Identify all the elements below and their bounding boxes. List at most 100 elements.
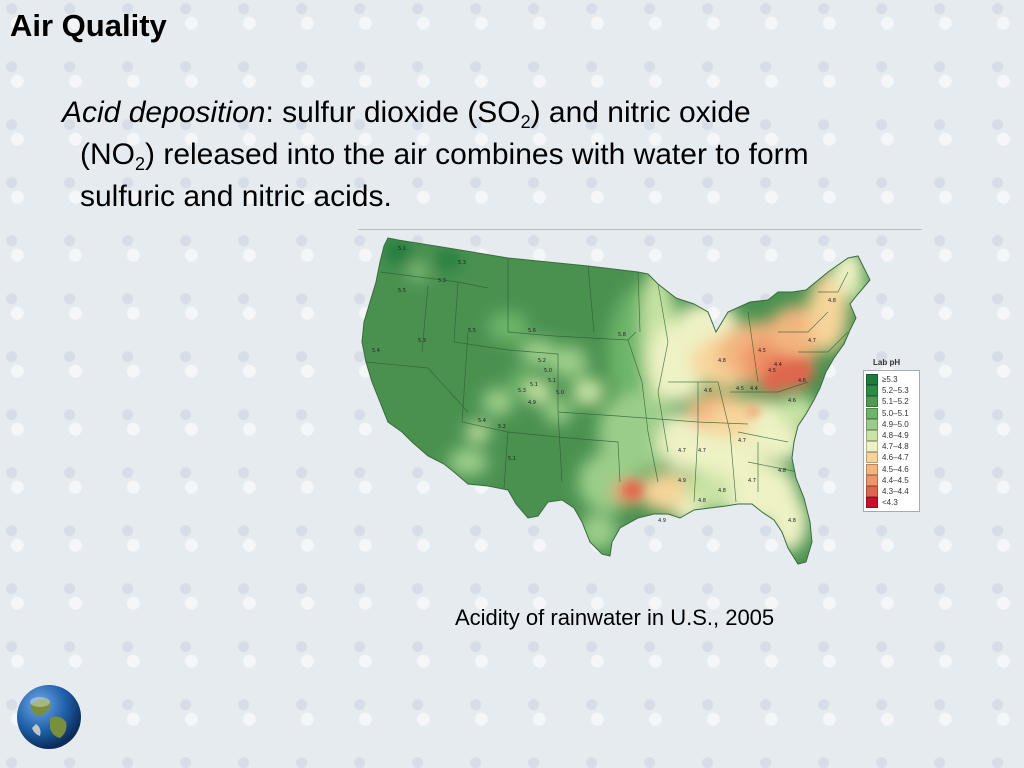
legend-label: 5.1–5.2 xyxy=(882,397,909,407)
state-boundary xyxy=(365,361,469,413)
ph-contour-region xyxy=(520,338,556,366)
station-value-label: 5.1 xyxy=(398,246,406,252)
ph-contour-region xyxy=(848,282,868,302)
station-value-label: 4.9 xyxy=(658,518,666,524)
ph-contour-region xyxy=(448,448,488,476)
legend-swatch xyxy=(866,418,878,430)
slide-title: Air Quality xyxy=(10,8,167,43)
station-value-label: 4.8 xyxy=(788,518,796,524)
station-value-label: 5.8 xyxy=(618,332,626,338)
station-value-label: 4.7 xyxy=(738,438,746,444)
state-boundary xyxy=(421,285,429,353)
ph-hotspot xyxy=(747,407,759,417)
station-value-label: 5.6 xyxy=(528,328,536,334)
state-boundary xyxy=(507,431,621,483)
station-value-label: 4.9 xyxy=(528,400,536,406)
legend-item: 4.4–4.5 xyxy=(866,474,917,486)
ph-contour-region xyxy=(684,472,732,512)
state-boundary xyxy=(647,431,659,483)
legend-box: ≥5.3 5.2–5.3 5.1–5.2 5.0–5.1 4.9–5.0 4.8–4.9 4… xyxy=(863,370,920,513)
state-boundary xyxy=(461,331,509,489)
ph-contour-region xyxy=(466,422,490,442)
legend-label: 4.7–4.8 xyxy=(882,442,909,452)
station-value-label: 4.5 xyxy=(768,368,776,374)
ph-hotspot xyxy=(764,374,784,390)
state-boundary xyxy=(627,339,649,433)
legend-swatch xyxy=(866,485,878,497)
legend-swatch xyxy=(866,396,878,408)
legend-swatch xyxy=(866,474,878,486)
legend-label: 4.5–4.6 xyxy=(882,464,909,474)
legend-swatch xyxy=(866,441,878,453)
ph-contour-region xyxy=(548,346,588,378)
state-boundary xyxy=(693,382,699,503)
station-value-label: 4.8 xyxy=(828,298,836,304)
legend-swatch xyxy=(866,497,878,509)
ph-contour-region xyxy=(572,378,604,406)
station-value-label: 4.8 xyxy=(718,488,726,494)
legend-item: 5.0–5.1 xyxy=(866,407,917,419)
legend-label: 4.8–4.9 xyxy=(882,431,909,441)
station-value-label: 5.3 xyxy=(438,278,446,284)
legend-swatch xyxy=(866,463,878,475)
legend-item: 4.9–5.0 xyxy=(866,418,917,430)
legend-label: 4.4–4.5 xyxy=(882,475,909,485)
station-value-label: 5.1 xyxy=(530,382,538,388)
legend-item: 4.8–4.9 xyxy=(866,430,917,442)
state-boundary xyxy=(507,258,555,337)
legend-item: 4.7–4.8 xyxy=(866,441,917,453)
legend-title: Lab pH xyxy=(873,358,901,367)
station-value-label: 4.9 xyxy=(678,478,686,484)
state-boundary xyxy=(798,331,849,353)
ph-contour-region xyxy=(436,250,460,270)
legend-swatch xyxy=(866,407,878,419)
state-boundary xyxy=(717,381,737,503)
station-value-label: 4.7 xyxy=(698,448,706,454)
station-value-label: 5.0 xyxy=(544,368,552,374)
legend-label: 4.3–4.4 xyxy=(882,486,909,496)
station-value-label: 5.5 xyxy=(468,328,476,334)
legend-label: 4.6–4.7 xyxy=(882,453,909,463)
station-value-label: 4.5 xyxy=(736,386,744,392)
legend-item: 5.1–5.2 xyxy=(866,396,917,408)
ph-contour-region xyxy=(524,380,552,404)
state-boundary xyxy=(453,281,509,351)
station-value-label: 5.2 xyxy=(498,424,506,430)
legend-label: 4.9–5.0 xyxy=(882,419,909,429)
station-value-label: 5.0 xyxy=(556,390,564,396)
state-boundary xyxy=(637,271,641,333)
legend-swatch xyxy=(866,452,878,464)
term-acid-deposition: Acid deposition xyxy=(62,96,266,129)
station-value-label: 4.4 xyxy=(750,386,758,392)
line-3: sulfuric and nitric acids. xyxy=(80,180,392,213)
station-value-label: 5.3 xyxy=(418,338,426,344)
station-value-label: 5.1 xyxy=(548,378,556,384)
station-value-label: 4.8 xyxy=(698,498,706,504)
legend-item: 5.2–5.3 xyxy=(866,385,917,397)
body-paragraph: Acid deposition: sulfur dioxide (SO2) an… xyxy=(62,92,942,218)
legend-item: 4.3–4.4 xyxy=(866,485,917,497)
legend-label: ≥5.3 xyxy=(882,375,898,385)
station-value-label: 4.8 xyxy=(718,358,726,364)
station-value-label: 5.5 xyxy=(398,288,406,294)
station-value-label: 4.7 xyxy=(808,338,816,344)
map-top-rule xyxy=(358,229,922,230)
state-boundary xyxy=(507,349,619,417)
ph-contour-region xyxy=(410,264,426,280)
legend-swatch xyxy=(866,385,878,397)
legend-item: 4.6–4.7 xyxy=(866,452,917,464)
station-value-label: 5.1 xyxy=(508,456,516,462)
legend-swatch xyxy=(866,430,878,442)
station-value-label: 4.7 xyxy=(678,448,686,454)
us-map-svg: 5.15.35.55.45.35.5 5.65.35.25.05.15.45.25… xyxy=(361,237,871,565)
ph-hotspot xyxy=(623,481,643,499)
ph-contour-region xyxy=(798,422,818,442)
earth-globe-icon xyxy=(17,685,81,749)
us-rainwater-ph-map: 5.1 5.3 5.5 5.4 5.3 5.5 5.6 5.3 5.2 5.0 5.1 5.4 5.2 5… xyxy=(358,232,924,572)
legend-label: <4.3 xyxy=(882,498,898,508)
station-value-label: 4.6 xyxy=(704,388,712,394)
station-value-label: 4.6 xyxy=(788,398,796,404)
state-boundary xyxy=(557,411,563,483)
legend-item: ≥5.3 xyxy=(866,374,917,386)
line-1: Acid deposition: sulfur dioxide (SO2) an… xyxy=(62,96,751,132)
